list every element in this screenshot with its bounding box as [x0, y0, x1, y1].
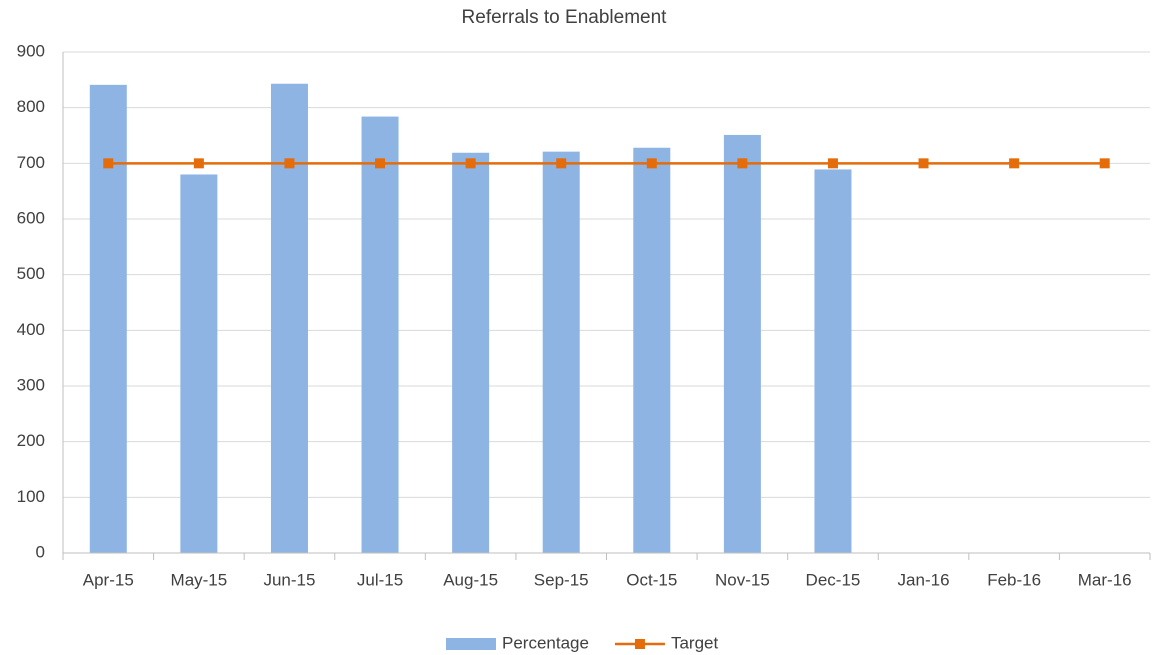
line-marker	[737, 158, 748, 169]
bar	[89, 84, 127, 554]
bar	[633, 147, 671, 553]
y-tick-label: 100	[17, 487, 45, 506]
x-tick-label: Sep-15	[534, 570, 589, 589]
line-marker	[193, 158, 204, 169]
y-tick-label: 0	[36, 542, 45, 561]
x-tick-label: May-15	[171, 570, 228, 589]
y-tick-label: 500	[17, 264, 45, 283]
line-marker	[284, 158, 295, 169]
legend-swatch-marker	[634, 639, 645, 649]
line-marker	[375, 158, 386, 169]
y-tick-label: 900	[17, 41, 45, 60]
legend-label: Target	[671, 633, 719, 652]
y-tick-label: 300	[17, 375, 45, 394]
line-marker	[556, 158, 567, 169]
line-marker	[1009, 158, 1020, 169]
line-marker	[646, 158, 657, 169]
bar	[361, 116, 399, 553]
x-tick-label: Oct-15	[626, 570, 677, 589]
x-tick-label: Feb-16	[987, 570, 1041, 589]
x-tick-label: Nov-15	[715, 570, 770, 589]
bar	[452, 152, 490, 554]
x-tick-label: Aug-15	[443, 570, 498, 589]
x-tick-label: Jun-15	[263, 570, 315, 589]
y-tick-label: 200	[17, 431, 45, 450]
x-tick-label: Mar-16	[1078, 570, 1132, 589]
y-tick-label: 700	[17, 153, 45, 172]
bar	[542, 151, 580, 554]
legend-label: Percentage	[502, 633, 589, 652]
line-marker	[1099, 158, 1110, 169]
x-tick-label: Dec-15	[806, 570, 861, 589]
bar	[270, 83, 308, 553]
legend-swatch	[446, 638, 496, 650]
x-tick-label: Jul-15	[357, 570, 403, 589]
line-marker	[827, 158, 838, 169]
y-tick-label: 800	[17, 97, 45, 116]
line-marker	[103, 158, 114, 169]
line-marker	[465, 158, 476, 169]
line-marker	[918, 158, 929, 169]
chart-title: Referrals to Enablement	[462, 7, 668, 28]
bar	[180, 174, 218, 553]
y-tick-label: 600	[17, 208, 45, 227]
x-tick-label: Jan-16	[898, 570, 950, 589]
bar	[723, 134, 761, 553]
y-tick-label: 400	[17, 320, 45, 339]
x-tick-label: Apr-15	[83, 570, 134, 589]
bar	[814, 169, 852, 553]
